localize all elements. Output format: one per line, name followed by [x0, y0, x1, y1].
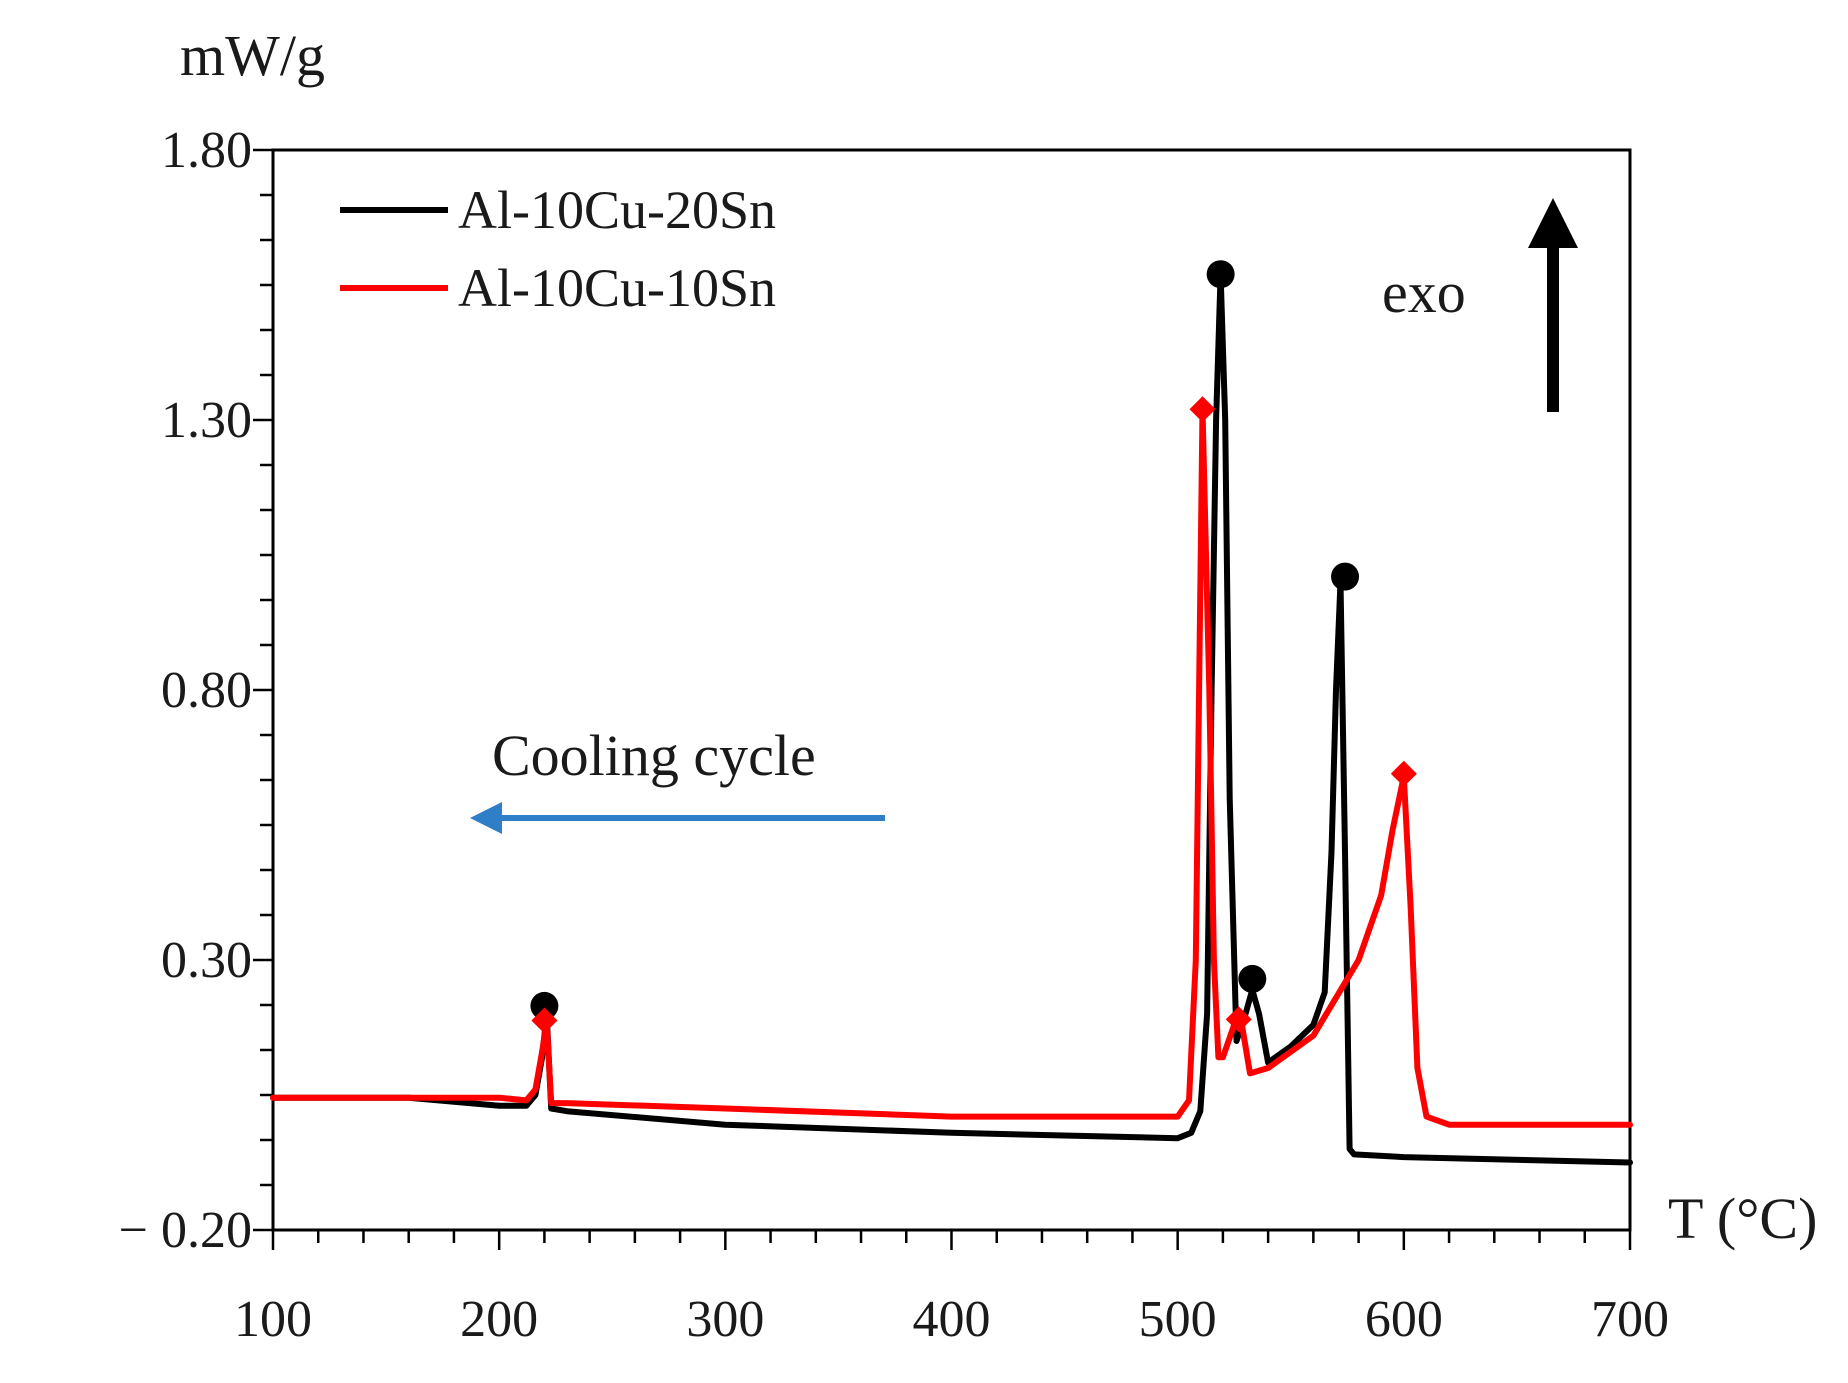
- series-layer: [270, 260, 1633, 1166]
- peak-marker-series-1: [1206, 260, 1235, 289]
- x-tick-label: 400: [913, 1291, 991, 1348]
- x-axis-ticks: 100 200 300 400 500 600 700: [234, 1230, 1669, 1348]
- x-tick-label: 200: [460, 1291, 538, 1348]
- peak-marker-series-1: [1238, 964, 1267, 993]
- exo-label: exo: [1382, 260, 1466, 325]
- exo-annotation: exo: [1382, 198, 1578, 412]
- peak-marker-series-1: [1331, 562, 1360, 591]
- legend-label-series-1: Al-10Cu-20Sn: [458, 180, 776, 240]
- series-line-1: [270, 271, 1633, 1166]
- peak-marker-series-2: [1225, 1006, 1252, 1033]
- y-tick-label: 0.80: [161, 662, 252, 719]
- legend: Al-10Cu-20Sn Al-10Cu-10Sn: [340, 180, 776, 318]
- x-tick-label: 600: [1365, 1291, 1443, 1348]
- x-tick-label: 500: [1139, 1291, 1217, 1348]
- y-tick-label: 0.30: [161, 932, 252, 989]
- cooling-arrow-head: [470, 802, 502, 834]
- x-tick-label: 700: [1591, 1291, 1669, 1348]
- x-tick-label: 300: [686, 1291, 764, 1348]
- cooling-cycle-label: Cooling cycle: [492, 723, 816, 788]
- peak-marker-series-2: [1189, 396, 1216, 423]
- legend-label-series-2: Al-10Cu-10Sn: [458, 258, 776, 318]
- cooling-cycle-annotation: Cooling cycle: [470, 723, 885, 834]
- x-axis-title: T (°C): [1668, 1186, 1817, 1251]
- x-tick-label: 100: [234, 1291, 312, 1348]
- peak-marker-series-1: [530, 991, 559, 1020]
- exo-arrow-head: [1528, 198, 1578, 248]
- y-tick-label: 1.30: [161, 392, 252, 449]
- peak-marker-series-2: [1390, 760, 1417, 787]
- y-tick-label: 1.80: [161, 122, 252, 179]
- y-axis-title: mW/g: [180, 23, 325, 88]
- series-line-2: [270, 406, 1633, 1128]
- y-axis-ticks: − 0.20 0.30 0.80 1.30 1.80: [119, 122, 273, 1259]
- y-tick-label: − 0.20: [119, 1202, 252, 1259]
- peak-marker-series-2: [531, 1007, 558, 1034]
